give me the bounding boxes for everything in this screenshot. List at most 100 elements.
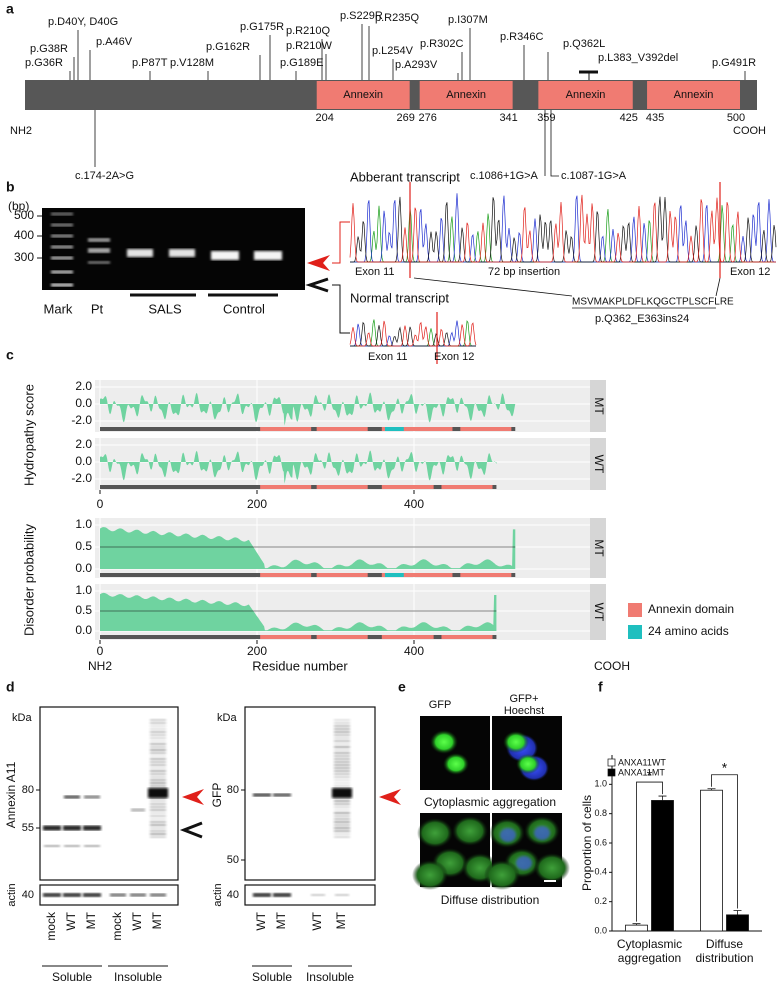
significance-label: * <box>647 767 653 783</box>
blot-band <box>334 755 350 757</box>
blot-band <box>334 809 350 811</box>
red-arrow <box>182 789 204 805</box>
domain-strip-annexin <box>381 427 453 431</box>
legend-label: ANXA11WT <box>618 757 666 767</box>
mutation-label: p.G175R <box>240 21 284 33</box>
gfp-cytoplasm <box>417 818 453 848</box>
blot-band <box>130 893 146 897</box>
domain-strip-annexin <box>460 573 512 577</box>
domain-strip-annexin <box>316 485 368 489</box>
mutation-label: p.A46V <box>96 36 133 48</box>
domain-strip-annexin <box>441 485 493 489</box>
blot-band <box>131 808 145 812</box>
blot-band <box>150 737 166 739</box>
hydropathy-area <box>100 392 516 426</box>
blot-band <box>334 746 350 748</box>
column-label: GFP <box>429 699 452 711</box>
marker-label: 55 <box>22 822 34 834</box>
blot-band <box>334 770 350 772</box>
domain-end: 341 <box>499 112 517 124</box>
blot-band <box>150 773 166 775</box>
domain-strip-annexin <box>381 485 434 489</box>
mutation-label: p.I307M <box>448 14 488 26</box>
blot-band <box>63 893 81 897</box>
marker-label: 80 <box>227 784 239 796</box>
blot-band <box>334 806 350 808</box>
insertion-label: 72 bp insertion <box>488 266 560 278</box>
blot-band <box>150 827 166 829</box>
transcript-title: Abberant transcript <box>350 169 460 184</box>
unit-label: (bp) <box>8 199 29 213</box>
blot-band <box>334 803 350 805</box>
lane-label: Control <box>223 301 265 316</box>
lane-label: MT <box>150 911 164 929</box>
blot-band <box>334 785 350 787</box>
ladder-label: 300 <box>14 250 34 264</box>
gel-band <box>51 223 73 227</box>
annexin-domain <box>647 81 740 109</box>
blot-band <box>334 815 350 817</box>
y-tick-label: 2.0 <box>75 379 92 393</box>
lane-label: MT <box>84 911 98 929</box>
panel-label: c <box>6 347 14 363</box>
bar <box>700 789 723 932</box>
domain-strip-annexin <box>260 573 312 577</box>
mutation-label: p.G36R <box>25 57 63 69</box>
mutation-label: p.D40Y, D40G <box>48 16 118 28</box>
exon-label: Exon 12 <box>434 351 474 363</box>
n-terminus: NH2 <box>88 659 112 673</box>
gel-band <box>88 238 110 242</box>
y-axis-label: Disorder probability <box>21 524 36 636</box>
blot-band <box>148 788 168 798</box>
blot-band <box>334 740 350 742</box>
x-axis-label: Residue number <box>252 658 348 673</box>
blot-band <box>150 785 166 787</box>
y-tick-label: 0.4 <box>594 867 607 877</box>
x-tick-label: 400 <box>404 497 424 511</box>
gel-band <box>88 261 110 264</box>
actin-blot <box>244 884 376 906</box>
blot-band <box>334 767 350 769</box>
gfp-aggregate <box>430 730 458 754</box>
y-tick-label: 1.0 <box>594 779 607 789</box>
blot-band <box>334 836 350 838</box>
gel-band <box>51 245 73 249</box>
blot-band <box>273 793 291 797</box>
facet-label: WT <box>592 603 606 622</box>
gel-band <box>169 249 195 257</box>
blot-band <box>334 725 350 727</box>
blot-band <box>334 827 350 829</box>
blot-band <box>334 743 350 745</box>
nucleus <box>516 856 532 870</box>
mutation-label: p.G162R <box>206 41 250 53</box>
blot-band <box>150 806 166 808</box>
blot-band <box>335 894 349 896</box>
micrograph <box>420 716 490 790</box>
blot-band <box>273 893 291 897</box>
blot-band <box>334 752 350 754</box>
disorder-area <box>100 527 516 569</box>
blot-band <box>334 776 350 778</box>
ladder-label: 400 <box>14 228 34 242</box>
panel-label: d <box>6 679 15 695</box>
domain-strip-annexin <box>316 427 368 431</box>
x-tick-label: 200 <box>247 644 267 658</box>
marker-label: 40 <box>22 889 34 901</box>
lane-label: SALS <box>148 301 182 316</box>
x-tick-label: Cytoplasmic aggregation <box>617 937 682 965</box>
n-terminus: NH2 <box>10 125 32 137</box>
domain-name: Annexin <box>566 89 606 101</box>
domain-end: 269 <box>396 112 414 124</box>
c-terminus: COOH <box>594 659 630 673</box>
blot-ylabel: GFP <box>210 783 224 808</box>
exon-label: Exon 11 <box>355 266 395 278</box>
bar <box>651 800 674 932</box>
blot-band <box>83 893 101 897</box>
mutation-label: p.G491R <box>712 57 756 69</box>
blot-band <box>110 893 126 897</box>
domain-strip-annexin <box>441 635 493 639</box>
blot-band <box>43 893 61 897</box>
gel-band <box>51 256 73 260</box>
legend-label: Annexin domain <box>648 602 734 616</box>
blot-band <box>44 845 60 847</box>
